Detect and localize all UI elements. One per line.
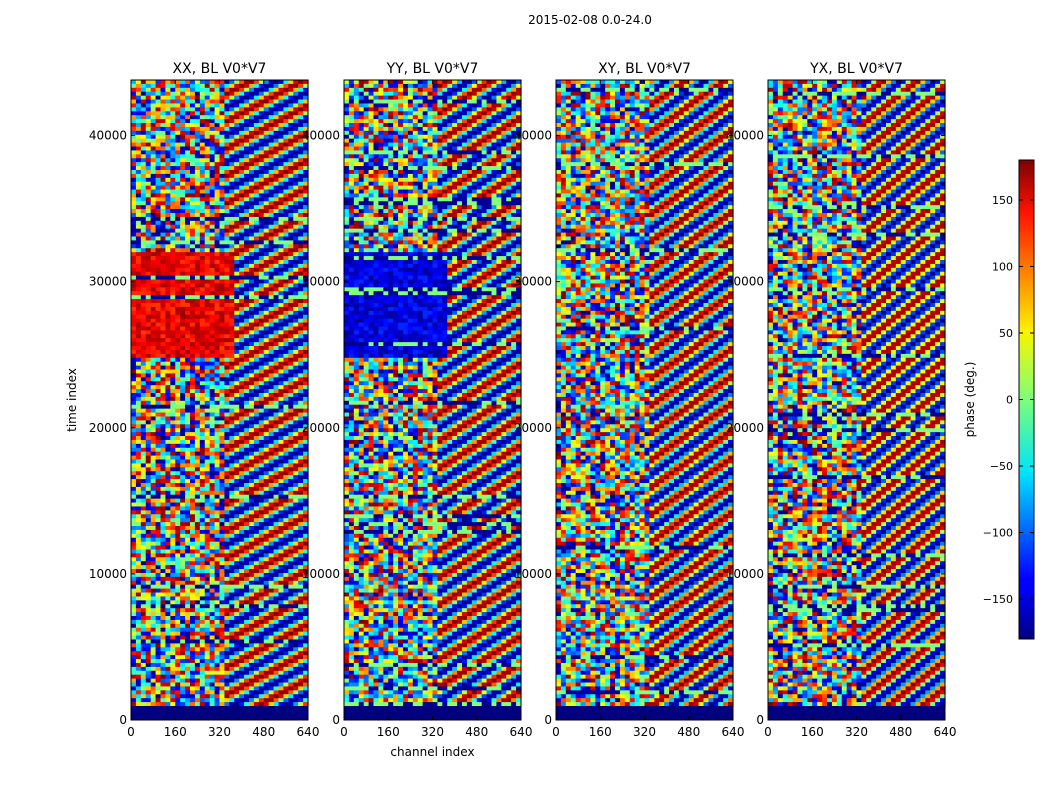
heatmap-image: [131, 80, 309, 720]
y-tick-label: 40000: [514, 129, 552, 143]
heatmap-image: [556, 80, 734, 720]
y-tick-label: 30000: [514, 275, 552, 289]
y-tick-label: 0: [756, 713, 764, 727]
panel-title: YX, BL V0*V7: [809, 61, 903, 77]
y-tick-label: 30000: [89, 275, 127, 289]
x-tick-label: 320: [633, 725, 656, 739]
y-tick-label: 10000: [726, 567, 764, 581]
panel-title: XY, BL V0*V7: [598, 61, 691, 77]
y-tick-label: 10000: [302, 567, 340, 581]
heatmap-panel-4: YX, BL V0*V7 0 160 320 480 640 0 10000 20000 3000…: [726, 61, 957, 739]
colorbar-tick-label: 50: [999, 327, 1013, 340]
x-tick-label: 0: [552, 725, 560, 739]
y-tick-label: 40000: [302, 129, 340, 143]
x-axis-label: channel index: [390, 745, 474, 759]
y-tick-label: 0: [332, 713, 340, 727]
x-tick-label: 480: [252, 725, 275, 739]
y-tick-label: 0: [544, 713, 552, 727]
heatmap-panel-3: XY, BL V0*V7 0 160 320 480 640 0 10000 20000 3000…: [514, 61, 745, 739]
x-tick-label: 160: [377, 725, 400, 739]
x-tick-label: 0: [340, 725, 348, 739]
x-tick-label: 160: [589, 725, 612, 739]
colorbar-tick-label: −150: [983, 593, 1013, 606]
x-tick-label: 640: [297, 725, 320, 739]
x-tick-label: 0: [764, 725, 772, 739]
x-tick-label: 480: [889, 725, 912, 739]
y-tick-label: 20000: [726, 421, 764, 435]
x-tick-label: 320: [421, 725, 444, 739]
heatmap-panel-1: XX, BL V0*V7 0 160 320 480 640 0 10000 20000 3000…: [65, 61, 319, 739]
colorbar-label: phase (deg.): [963, 362, 977, 438]
x-tick-label: 160: [164, 725, 187, 739]
y-tick-label: 30000: [302, 275, 340, 289]
y-tick-label: 10000: [514, 567, 552, 581]
plot-canvas: XX, BL V0*V70 160 320 480 640010000200003000…: [0, 0, 1050, 800]
x-tick-label: 320: [208, 725, 231, 739]
y-tick-label: 20000: [89, 421, 127, 435]
heatmap-image: [344, 80, 522, 720]
y-tick-label: 40000: [89, 129, 127, 143]
y-tick-label: 0: [119, 713, 127, 727]
y-tick-label: 20000: [514, 421, 552, 435]
heatmap-image: [768, 80, 946, 720]
figure: 2015-02-08 0.0-24.0 XX, BL V0*V7 0 160 320 4…: [0, 0, 1050, 800]
heatmap-panel-2: YY, BL V0*V7 0 160 320 480 640 0 10000 20000 3000…: [302, 61, 533, 759]
colorbar-tick-label: −100: [983, 527, 1013, 540]
x-tick-label: 160: [801, 725, 824, 739]
x-tick-label: 0: [127, 725, 135, 739]
x-tick-label: 480: [465, 725, 488, 739]
y-axis-label: time index: [65, 368, 79, 432]
x-tick-label: 320: [845, 725, 868, 739]
colorbar-tick-label: 0: [1006, 394, 1013, 407]
x-tick-label: 640: [722, 725, 745, 739]
y-tick-label: 10000: [89, 567, 127, 581]
colorbar-tick-label: −50: [990, 460, 1013, 473]
y-tick-label: 40000: [726, 129, 764, 143]
panel-title: YY, BL V0*V7: [386, 61, 479, 77]
panel-title: XX, BL V0*V7: [173, 61, 267, 77]
x-tick-label: 480: [677, 725, 700, 739]
colorbar-tick-label: 100: [992, 260, 1013, 273]
colorbar-tick-label: 150: [992, 194, 1013, 207]
x-tick-label: 640: [934, 725, 957, 739]
y-tick-label: 30000: [726, 275, 764, 289]
y-tick-label: 20000: [302, 421, 340, 435]
x-tick-label: 640: [510, 725, 533, 739]
